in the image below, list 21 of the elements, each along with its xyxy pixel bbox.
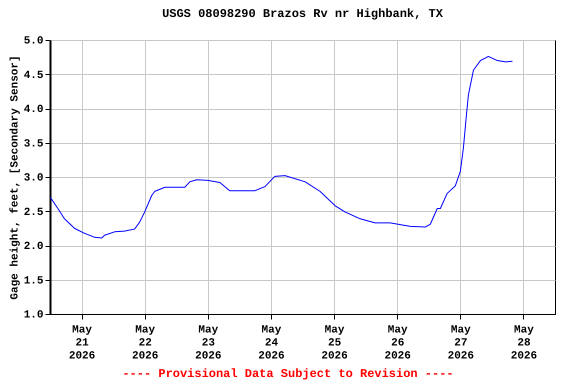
- y-tick-label: 3.0: [24, 172, 44, 184]
- x-tick-label: May 27 2026: [448, 324, 474, 362]
- x-tick-label: May 28 2026: [510, 324, 538, 362]
- x-tick-label: May 24 2026: [258, 324, 285, 362]
- x-tick-label: May 23 2026: [195, 324, 222, 362]
- chart-title: USGS 08098290 Brazos Rv nr Highbank, TX: [162, 7, 444, 21]
- y-tick-label: 1.0: [24, 310, 44, 322]
- y-tick-label: 3.5: [24, 138, 44, 150]
- line-series: [50, 56, 513, 238]
- y-tick-label: 4.0: [24, 104, 44, 116]
- y-axis-title: Gage height, feet, [Secondary Sensor]: [8, 55, 22, 300]
- y-tick-label: 1.5: [24, 275, 44, 288]
- x-tick-label: May 22 2026: [132, 324, 158, 362]
- x-tick-label: May 26 2026: [384, 324, 411, 362]
- y-tick-label: 5.0: [24, 36, 44, 48]
- y-tick-label: 4.5: [24, 70, 44, 82]
- y-tick-label: 2.0: [24, 241, 44, 253]
- x-tick-label: May 25 2026: [321, 324, 348, 362]
- text: ---- Provisional Data Subject to Revision ----: [121, 367, 455, 381]
- y-tick-label: 2.5: [24, 206, 44, 219]
- x-tick-label: May 21 2026: [68, 324, 96, 362]
